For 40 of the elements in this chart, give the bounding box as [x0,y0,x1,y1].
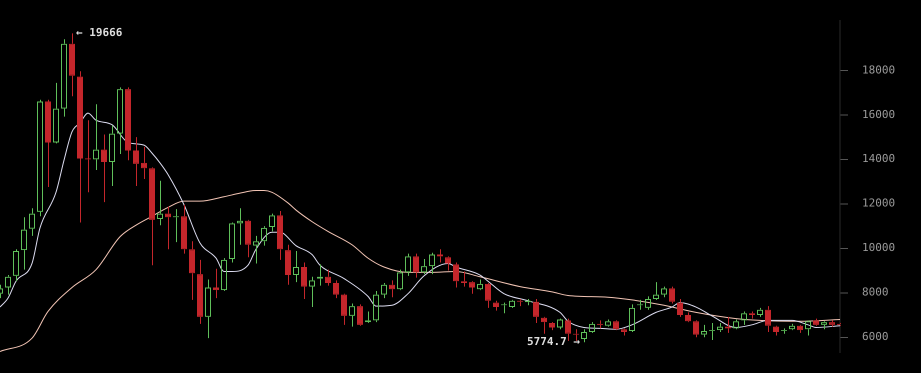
candlestick [813,318,819,326]
candlestick [125,86,131,161]
candlestick [165,206,171,250]
candlestick [301,262,307,300]
candlestick [101,134,107,203]
candlestick [181,204,187,254]
y-tick-label: 10000 [862,241,896,254]
candlestick [133,136,139,187]
candlestick [453,262,459,288]
candlestick [285,244,291,286]
candlestick [693,320,699,338]
candlestick [565,318,571,342]
candlestick [341,293,347,326]
candlestick [149,166,155,266]
candlestick [677,298,683,318]
candlestick [45,99,51,188]
y-tick-label: 8000 [862,286,888,299]
y-tick-label: 16000 [862,108,896,121]
y-tick-label: 12000 [862,196,896,210]
candlestick [77,70,83,224]
candlestick [765,306,771,332]
candlestick [245,219,251,258]
y-tick-label: 6000 [862,330,888,344]
line-series [0,190,840,352]
candlestick [189,240,195,300]
candlestick [797,324,803,334]
y-tick-label: 14000 [862,152,896,166]
candlestick [413,253,419,278]
y-tick-label: 18000 [862,63,896,76]
candlestick [333,280,339,299]
candlestick [541,316,547,334]
candlestick [141,146,147,180]
candlestick [669,286,675,304]
annotation: 5774.7 → [527,335,580,348]
candlestick [485,282,491,308]
candlestick [69,32,75,97]
annotation: ← 19666 [76,26,123,40]
candlestick [197,259,203,324]
candlestick [277,210,283,260]
candlestick [533,298,539,324]
